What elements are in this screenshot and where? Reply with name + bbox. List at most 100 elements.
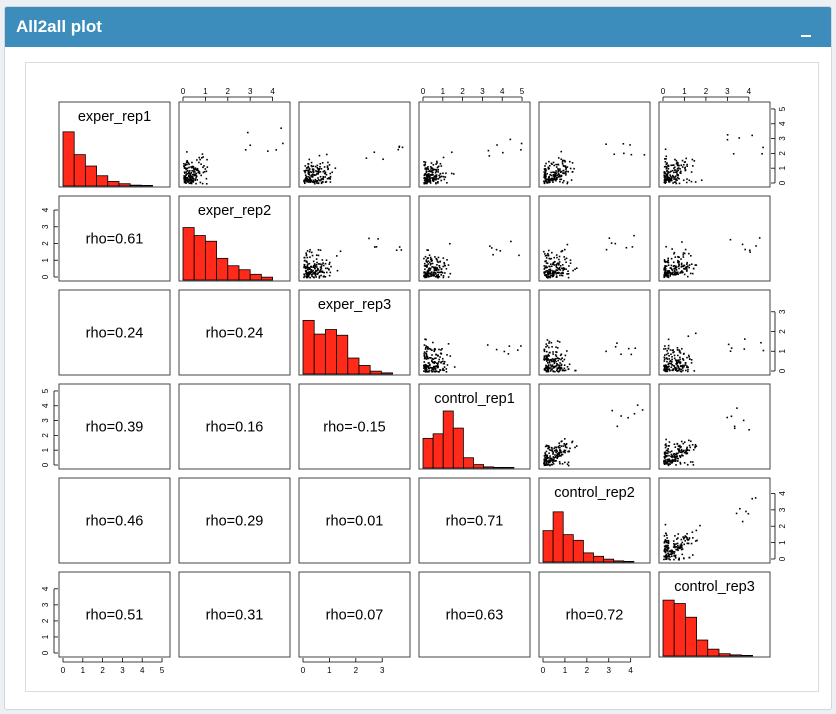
scatter-point (424, 163, 427, 165)
scatter-point (762, 146, 764, 149)
scatter-point (316, 267, 319, 270)
scatter-point (686, 268, 688, 270)
scatter-point (375, 246, 378, 248)
scatter-point (436, 260, 439, 262)
scatter-point (664, 532, 667, 535)
correlation-label: rho=-0.15 (323, 420, 385, 436)
scatter-point (201, 182, 204, 185)
scatter-point (314, 274, 317, 277)
scatter-point (436, 267, 439, 270)
scatter-point (674, 546, 676, 549)
panel-frame (298, 101, 411, 188)
scatter-point (667, 264, 670, 266)
scatter-point (319, 163, 322, 165)
scatter-point (675, 538, 678, 540)
scatter-point (672, 453, 675, 456)
scatter-point (555, 264, 558, 267)
scatter-point (325, 173, 328, 176)
scatter-point (315, 263, 318, 266)
histogram-bar (696, 639, 709, 657)
scatter-point (552, 367, 555, 369)
scatter-point (552, 366, 555, 368)
histogram-bar (673, 603, 686, 657)
scatter-point (424, 255, 427, 258)
scatter-point (551, 365, 553, 368)
scatter-point (317, 263, 320, 265)
scatter-point (442, 175, 445, 178)
scatter-point (303, 265, 306, 267)
scatter-point (564, 369, 567, 372)
panel-frame (418, 571, 531, 658)
axis-tick-label: 4 (41, 403, 50, 408)
scatter-point (430, 275, 433, 277)
scatter-point (438, 358, 441, 361)
scatter-point (683, 441, 686, 443)
scatter-point (550, 368, 553, 371)
scatter-point (322, 175, 325, 178)
scatter-point (551, 271, 554, 273)
scatter-point (670, 267, 672, 269)
scatter-point (437, 256, 440, 259)
scatter-point (307, 176, 309, 178)
scatter-point (550, 257, 553, 260)
scatter-point (433, 175, 436, 178)
scatter-point (680, 164, 683, 167)
scatter-point (674, 267, 677, 269)
histogram-bar (140, 185, 153, 187)
scatter-point (438, 360, 440, 363)
collapse-button[interactable] (799, 17, 815, 39)
scatter-point (559, 368, 562, 370)
scatter-point (665, 175, 667, 177)
correlation-label: rho=0.29 (206, 514, 264, 530)
scatter-point (553, 174, 556, 177)
scatter-point (636, 404, 639, 406)
scatter-point (559, 462, 561, 465)
scatter-point (677, 359, 680, 362)
scatter-point (430, 170, 433, 172)
scatter-point (679, 356, 681, 359)
scatter-point (674, 460, 677, 462)
scatter-point (425, 355, 428, 358)
scatter-point (663, 179, 666, 181)
scatter-point (432, 365, 435, 368)
scatter-point (434, 171, 437, 174)
scatter-point (320, 178, 323, 180)
axis-tick-label: 3 (41, 224, 50, 229)
scatter-point (430, 272, 432, 275)
scatter-point (319, 268, 322, 271)
scatter-point (446, 181, 448, 184)
scatter-point (437, 181, 439, 183)
scatter-point (686, 269, 688, 272)
scatter-point (675, 171, 678, 174)
scatter-point (310, 175, 313, 177)
scatter-point (674, 446, 677, 449)
scatter-point (545, 274, 548, 277)
scatter-point (430, 262, 432, 265)
scatter-point (667, 363, 670, 366)
minus-icon (801, 35, 811, 37)
scatter-point (675, 546, 678, 548)
scatter-point (684, 364, 687, 366)
scatter-point (426, 265, 428, 267)
scatter-point (442, 257, 445, 259)
scatter-point (677, 457, 679, 460)
scatter-point (329, 271, 332, 274)
scatter-point (425, 272, 427, 275)
scatter-point (546, 355, 549, 357)
scatter-point (551, 447, 553, 449)
scatter-point (306, 166, 309, 169)
scatter-point (443, 366, 446, 368)
scatter-point (668, 368, 671, 370)
scatter-point (755, 245, 757, 247)
scatter-point (663, 369, 665, 372)
scatter-point (423, 364, 426, 366)
histogram-bar (493, 466, 505, 469)
scatter-point (193, 168, 196, 171)
scatter-point (550, 341, 553, 344)
scatter-point (188, 180, 190, 182)
scatter-point (492, 253, 494, 256)
scatter-point (339, 250, 342, 253)
scatter-point (190, 179, 193, 182)
scatter-point (625, 246, 628, 249)
